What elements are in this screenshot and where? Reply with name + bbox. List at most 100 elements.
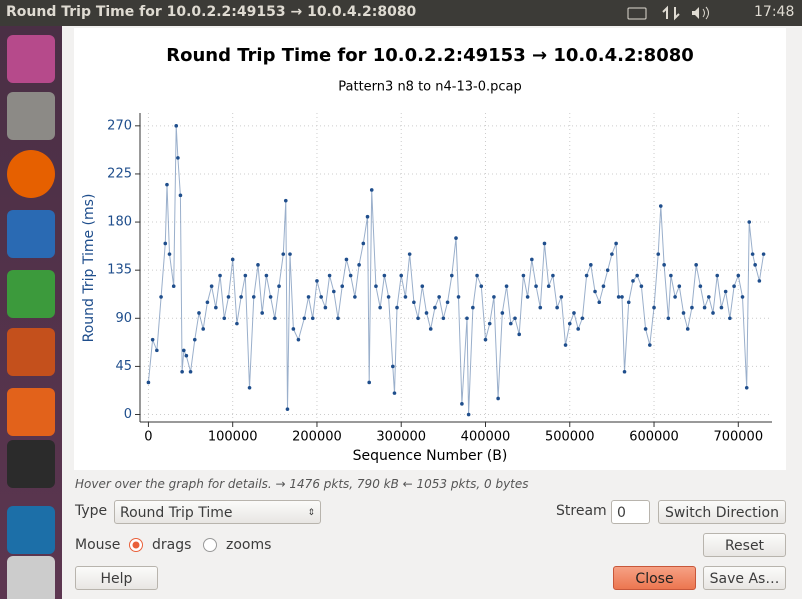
- close-button[interactable]: Close: [613, 566, 696, 590]
- rtt-point: [483, 337, 488, 342]
- chart[interactable]: Round Trip Time for 10.0.2.2:49153 → 10.…: [74, 28, 786, 470]
- rtt-point: [610, 252, 614, 256]
- rtt-point: [256, 263, 260, 267]
- clock: 17:48: [754, 4, 795, 20]
- rtt-point: [319, 295, 323, 299]
- rtt-point: [201, 327, 205, 331]
- rtt-point: [669, 273, 673, 278]
- software-icon[interactable]: [7, 388, 55, 436]
- firefox-icon[interactable]: [7, 150, 55, 198]
- rtt-point: [437, 295, 441, 299]
- rtt-point: [365, 214, 370, 219]
- writer-icon[interactable]: [7, 210, 55, 258]
- ubuntu-icon[interactable]: [7, 35, 55, 83]
- rtt-point: [750, 252, 755, 256]
- rtt-point: [336, 316, 340, 321]
- x-tick-label: 400000: [461, 430, 511, 445]
- rtt-point: [188, 369, 193, 374]
- save-as-button[interactable]: Save As…: [703, 566, 786, 590]
- rtt-point: [521, 273, 526, 278]
- drags-label[interactable]: drags: [152, 537, 192, 553]
- rtt-point: [681, 311, 686, 315]
- rtt-point: [643, 327, 648, 331]
- y-tick-label: 0: [124, 407, 132, 422]
- calc-icon[interactable]: [7, 270, 55, 318]
- zooms-label[interactable]: zooms: [226, 537, 272, 553]
- rtt-point: [504, 284, 509, 289]
- mouse-label: Mouse: [75, 537, 121, 553]
- rtt-point: [367, 380, 372, 385]
- rtt-point: [441, 316, 446, 321]
- rtt-point: [465, 316, 469, 321]
- rtt-point: [576, 327, 580, 331]
- rtt-point: [690, 305, 694, 310]
- rtt-point: [715, 273, 720, 278]
- rtt-point: [466, 412, 471, 417]
- wireshark-icon[interactable]: [7, 506, 55, 554]
- x-tick-label: 600000: [629, 430, 679, 445]
- rtt-point: [656, 252, 661, 256]
- chart-title: Round Trip Time for 10.0.2.2:49153 → 10.…: [166, 45, 694, 66]
- rtt-point: [728, 316, 732, 321]
- amazon-icon[interactable]: [7, 440, 55, 488]
- rtt-point: [222, 316, 227, 321]
- rtt-point: [620, 295, 624, 299]
- rtt-point: [230, 257, 235, 262]
- impress-icon[interactable]: [7, 328, 55, 376]
- rtt-point: [662, 263, 666, 267]
- rtt-point: [412, 300, 416, 305]
- rtt-point: [744, 385, 749, 390]
- rtt-point: [698, 284, 703, 289]
- rtt-point: [159, 295, 163, 299]
- rtt-point: [180, 369, 184, 374]
- rtt-point: [597, 300, 602, 305]
- rtt-point: [616, 295, 621, 299]
- rtt-point: [631, 279, 635, 283]
- drags-radio[interactable]: [128, 537, 144, 553]
- y-tick-label: 45: [115, 359, 132, 374]
- y-tick-label: 270: [107, 118, 132, 133]
- x-tick-label: 300000: [376, 430, 426, 445]
- rtt-point: [251, 295, 256, 299]
- rtt-point: [677, 284, 682, 289]
- switch-direction-button[interactable]: Switch Direction: [658, 500, 786, 524]
- rtt-point: [310, 316, 315, 321]
- rtt-point: [399, 273, 404, 278]
- rtt-point: [150, 337, 155, 342]
- y-tick-label: 180: [107, 215, 132, 230]
- rtt-point: [167, 252, 172, 256]
- rtt-point: [315, 279, 319, 283]
- rtt-point: [407, 252, 412, 256]
- rtt-point: [323, 305, 328, 310]
- indicators: [627, 5, 709, 21]
- rtt-point: [146, 380, 151, 385]
- rtt-point: [192, 337, 197, 342]
- reset-button[interactable]: Reset: [703, 533, 786, 557]
- rtt-point: [344, 257, 349, 262]
- x-tick-label: 500000: [545, 430, 595, 445]
- x-axis-label: Sequence Number (B): [353, 448, 508, 464]
- rtt-point: [176, 156, 180, 160]
- rtt-point: [353, 295, 357, 299]
- rtt-point: [757, 279, 762, 283]
- help-button[interactable]: Help: [75, 566, 158, 590]
- stream-spinbox[interactable]: 0: [611, 500, 650, 524]
- top-bar: Round Trip Time for 10.0.2.2:49153 → 10.…: [0, 0, 802, 26]
- rtt-point: [736, 273, 741, 278]
- rtt-point: [658, 204, 663, 208]
- files-icon[interactable]: [7, 92, 55, 140]
- rtt-point: [500, 311, 505, 315]
- rtt-point: [471, 305, 475, 310]
- rtt-point: [264, 273, 269, 278]
- type-combobox[interactable]: Round Trip Time ⇕: [114, 500, 321, 524]
- rtt-point: [247, 385, 252, 390]
- rtt-point: [496, 396, 500, 401]
- rtt-point: [546, 284, 551, 289]
- zooms-radio[interactable]: [202, 537, 218, 553]
- dvd-icon[interactable]: [7, 556, 55, 599]
- rtt-point: [433, 305, 437, 310]
- rtt-point: [171, 284, 176, 289]
- rtt-point: [327, 273, 332, 278]
- y-axis-label: Round Trip Time (ms): [81, 194, 97, 343]
